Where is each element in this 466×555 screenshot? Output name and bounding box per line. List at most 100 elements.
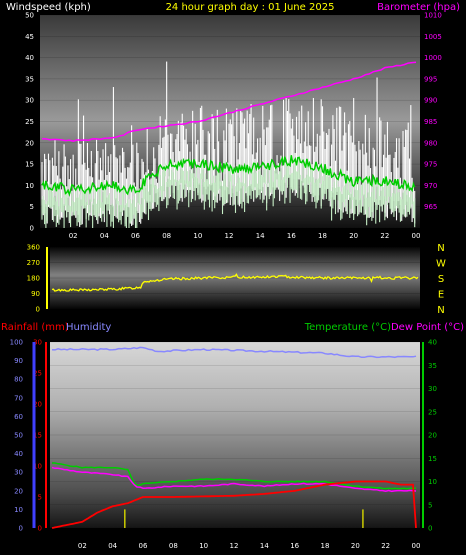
rainfall-tick-label: 30 — [33, 339, 42, 347]
wind-panel: 0 5 10 15 20 25 30 35 40 45 50 965 970 975 980 985 990 9… — [25, 12, 442, 241]
rainfall-tick-label: 25 — [33, 370, 42, 378]
direction-tick-label: 180 — [27, 275, 40, 283]
temperature-tick-label: 35 — [428, 362, 437, 370]
time-tick-label: 16 — [290, 542, 299, 550]
barometer-tick-label: 975 — [424, 161, 437, 169]
compass-label: W — [436, 259, 446, 270]
rainfall-tick-label: 5 — [38, 494, 42, 502]
temperature-tick-label: 15 — [428, 455, 437, 463]
compass-label: N — [437, 305, 444, 316]
temperature-tick-label: 0 — [428, 525, 432, 533]
graph-title: 24 hour graph day : 01 June 2025 — [166, 2, 335, 13]
rainfall-tick-label: 15 — [33, 432, 42, 440]
rainfall-tick-label: 0 — [38, 525, 42, 533]
temperature-tick-label: 20 — [428, 432, 437, 440]
humidity-tick-label: 90 — [14, 357, 23, 365]
humidity-tick-label: 60 — [14, 413, 23, 421]
time-tick-label: 18 — [318, 232, 327, 240]
barometer-tick-label: 970 — [424, 182, 437, 190]
barometer-tick-label: 1010 — [424, 12, 442, 20]
compass-label: S — [438, 274, 444, 285]
temperature-axis-label: Temperature (°C) — [304, 322, 391, 333]
humidity-tick-label: 40 — [14, 450, 23, 458]
temperature-tick-label: 25 — [428, 408, 437, 416]
humidity-tick-label: 100 — [10, 339, 23, 347]
temperature-tick-label: 30 — [428, 385, 437, 393]
windspeed-tick-label: 30 — [25, 97, 34, 105]
time-tick-label: 22 — [381, 542, 390, 550]
dewpoint-axis-label: Dew Point (°C) — [391, 322, 464, 333]
barometer-tick-label: 1000 — [424, 54, 442, 62]
time-tick-label: 10 — [199, 542, 208, 550]
time-tick-label: 16 — [287, 232, 296, 240]
windspeed-tick-label: 45 — [25, 33, 34, 41]
humidity-tick-label: 0 — [19, 525, 23, 533]
barometer-tick-label: 985 — [424, 118, 437, 126]
windspeed-tick-label: 40 — [25, 54, 34, 62]
time-tick-label: 12 — [225, 232, 234, 240]
temperature-tick-label: 10 — [428, 478, 437, 486]
barometer-tick-label: 995 — [424, 75, 437, 83]
windspeed-tick-label: 25 — [25, 118, 34, 126]
climate-panel: 0 10 20 30 40 50 60 70 80 90 100 0 5 10 15 20 25 30 0 5 10… — [10, 339, 437, 551]
barometer-tick-label: 990 — [424, 97, 437, 105]
humidity-tick-label: 50 — [14, 432, 23, 440]
barometer-axis-label: Barometer (hpa) — [377, 2, 460, 13]
time-tick-label: 10 — [193, 232, 202, 240]
barometer-line — [41, 61, 417, 142]
time-tick-label: 14 — [256, 232, 265, 240]
windspeed-tick-label: 10 — [25, 182, 34, 190]
time-tick-label: 08 — [162, 232, 171, 240]
direction-tick-label: 0 — [36, 306, 40, 314]
windspeed-axis-label: Windspeed (kph) — [6, 2, 91, 13]
windspeed-tick-label: 35 — [25, 75, 34, 83]
time-tick-label: 06 — [139, 542, 148, 550]
time-tick-label: 02 — [69, 232, 78, 240]
time-tick-label: 22 — [380, 232, 389, 240]
compass-label: E — [438, 290, 444, 301]
direction-tick-label: 90 — [31, 290, 40, 298]
compass-label: N — [437, 243, 444, 254]
humidity-tick-label: 30 — [14, 469, 23, 477]
humidity-tick-label: 10 — [14, 506, 23, 514]
time-tick-label: 04 — [100, 232, 109, 240]
rainfall-tick-label: 10 — [33, 463, 42, 471]
windspeed-tick-label: 0 — [30, 225, 34, 233]
wind-average-line — [41, 155, 416, 197]
time-tick-label: 12 — [230, 542, 239, 550]
humidity-line — [51, 346, 417, 359]
climate-plot-area — [50, 342, 420, 528]
time-tick-label: 20 — [349, 232, 358, 240]
wind-direction-line — [51, 273, 419, 292]
humidity-tick-label: 70 — [14, 394, 23, 402]
barometer-tick-label: 1005 — [424, 33, 442, 41]
temperature-tick-label: 5 — [428, 501, 432, 509]
time-tick-label: 02 — [78, 542, 87, 550]
direction-tick-label: 360 — [27, 244, 40, 252]
time-tick-label: 00 — [412, 542, 421, 550]
time-tick-label: 04 — [108, 542, 117, 550]
time-tick-label: 06 — [131, 232, 140, 240]
time-tick-label: 00 — [412, 232, 421, 240]
temperature-line — [52, 462, 417, 490]
temperature-tick-label: 40 — [428, 339, 437, 347]
humidity-tick-label: 20 — [14, 487, 23, 495]
windspeed-tick-label: 50 — [25, 12, 34, 20]
windspeed-tick-label: 15 — [25, 161, 34, 169]
time-tick-label: 14 — [260, 542, 269, 550]
barometer-tick-label: 980 — [424, 139, 437, 147]
time-tick-label: 08 — [169, 542, 178, 550]
time-tick-label: 20 — [351, 542, 360, 550]
rainfall-line — [51, 480, 417, 529]
time-tick-label: 18 — [321, 542, 330, 550]
windspeed-tick-label: 5 — [30, 203, 34, 211]
rainfall-axis-label: Rainfall (mm) — [1, 322, 69, 333]
rainfall-tick-label: 20 — [33, 401, 42, 409]
direction-tick-label: 270 — [27, 259, 40, 267]
humidity-tick-label: 80 — [14, 376, 23, 384]
humidity-axis-label: Humidity — [66, 322, 111, 333]
dewpoint-line — [51, 466, 417, 493]
windspeed-tick-label: 20 — [25, 139, 34, 147]
